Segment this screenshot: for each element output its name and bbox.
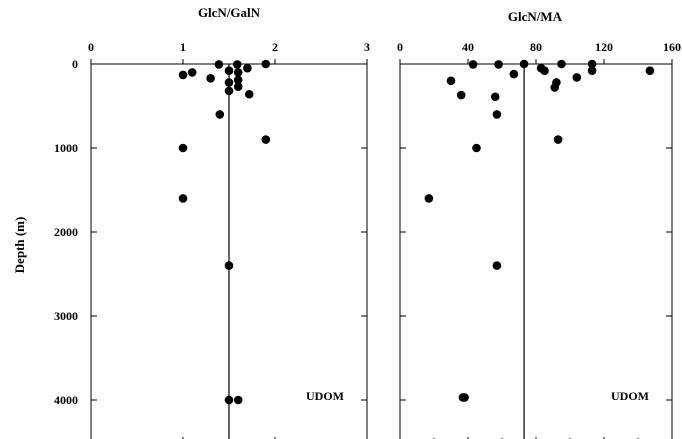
data-point (494, 60, 503, 69)
data-point (492, 261, 502, 270)
x-tick-label: 160 (663, 40, 681, 54)
data-point (557, 59, 566, 69)
data-point (572, 73, 582, 82)
panel-2-plot: 0 40 80 120 160 UDOM (397, 40, 681, 439)
x-tick-label: 40 (462, 40, 474, 54)
udom-annotation: UDOM (306, 389, 344, 403)
data-point (509, 69, 519, 79)
x-tick-label: 2 (272, 40, 278, 54)
y-tick-label: 2000 (54, 225, 78, 239)
x-tick-label: 0 (397, 40, 403, 54)
y-tick-label: 3000 (54, 309, 78, 323)
data-point (456, 90, 466, 100)
y-axis-label: Depth (m) (12, 217, 27, 274)
data-point (460, 393, 469, 402)
y-tick-label: 4000 (54, 393, 78, 407)
data-point (214, 60, 224, 69)
udom-annotation: UDOM (611, 389, 649, 403)
data-point (233, 395, 243, 405)
data-point (519, 59, 529, 69)
data-point (645, 66, 655, 76)
data-point (587, 59, 597, 69)
data-point (550, 83, 559, 92)
data-point (178, 143, 188, 153)
data-point (224, 78, 234, 87)
data-point (244, 89, 254, 99)
y-tick-label: 0 (72, 57, 78, 71)
data-point (232, 60, 242, 69)
x-tick-label: 120 (595, 40, 613, 54)
panel-2-title: GlcN/MA (508, 9, 563, 24)
y-tick-label: 1000 (54, 141, 78, 155)
data-point (224, 66, 234, 76)
data-point (553, 135, 563, 144)
data-point (224, 261, 234, 270)
data-point (468, 60, 478, 69)
x-tick-label: 3 (364, 40, 370, 54)
data-point (224, 395, 234, 405)
panel-1-plot: 0 1 2 3 0 1000 2000 3000 4000 UDOM (54, 40, 370, 439)
x-tick-label: 0 (88, 40, 94, 54)
x-tick-label: 80 (530, 40, 542, 54)
data-point (224, 86, 234, 96)
data-point (261, 135, 271, 144)
data-point (206, 73, 215, 83)
data-point (233, 75, 243, 85)
x-tick-label: 1 (180, 40, 186, 54)
data-point (215, 110, 225, 119)
data-point (446, 76, 456, 86)
data-point (243, 63, 252, 73)
data-point (490, 92, 500, 102)
data-point (233, 82, 243, 91)
data-point (540, 66, 549, 76)
data-point (178, 194, 188, 203)
data-point (261, 59, 271, 69)
data-point (424, 194, 434, 203)
data-point (492, 110, 502, 119)
data-point (178, 70, 188, 80)
data-point (587, 66, 597, 76)
panel-1-title: GlcN/GalN (198, 5, 261, 20)
data-point (187, 68, 197, 77)
data-point (233, 68, 243, 77)
data-point (472, 143, 481, 153)
